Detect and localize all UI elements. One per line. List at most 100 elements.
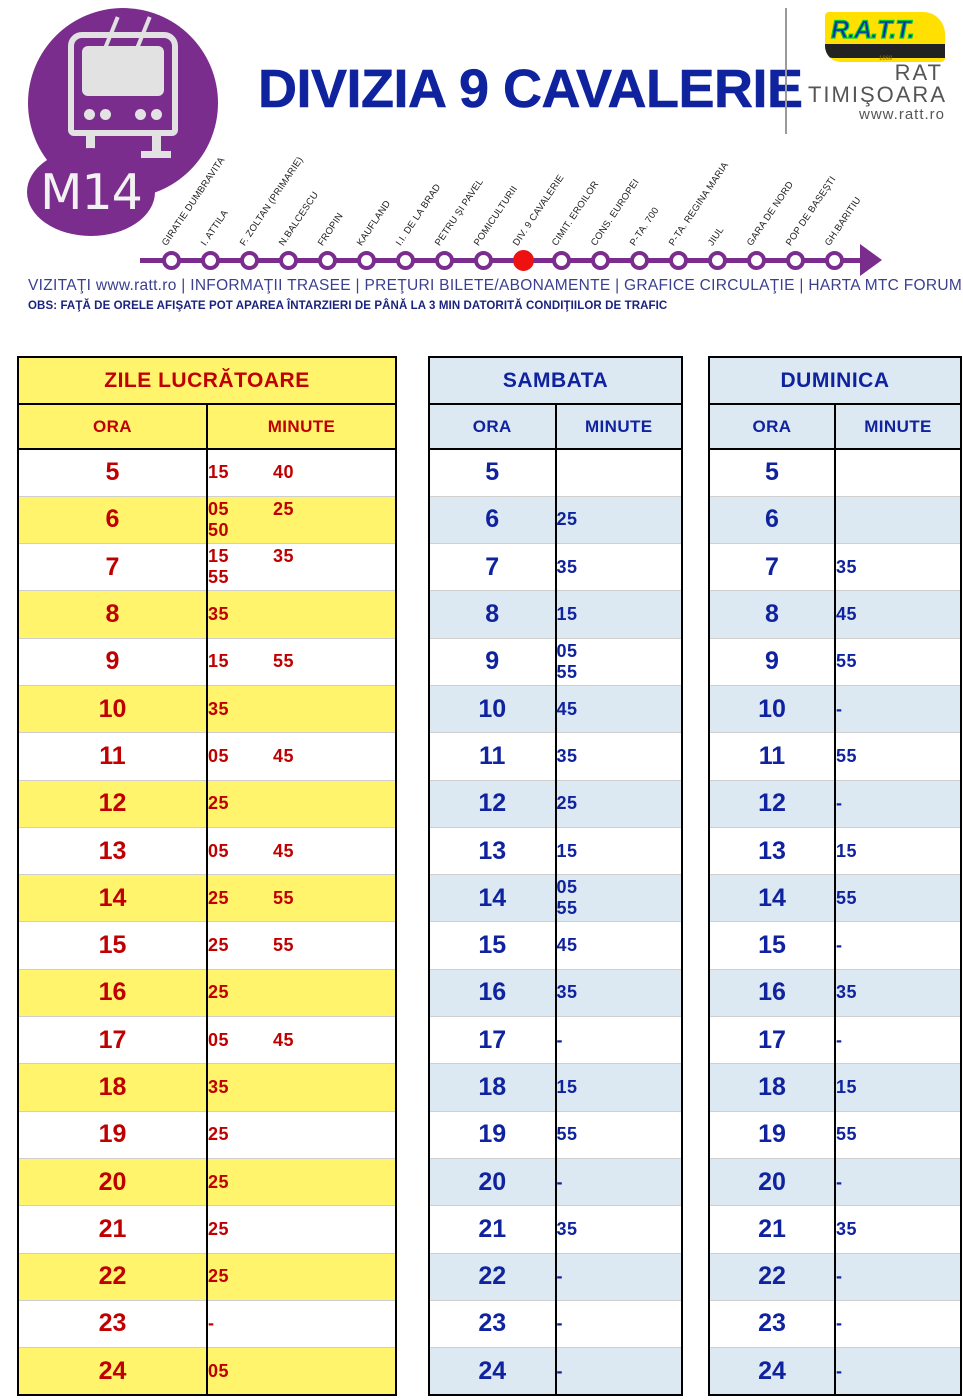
route-stop[interactable] [708, 251, 727, 270]
hour-cell: 18 [708, 1063, 836, 1112]
departure-minute: 35 [273, 546, 295, 567]
hour-cell: 17 [428, 1016, 557, 1065]
route-stop[interactable] [201, 251, 220, 270]
departure-minute: 25 [273, 498, 295, 519]
bus-window-shape [82, 46, 164, 96]
departure-minute: 35 [556, 1218, 578, 1239]
minutes-cell: 25 [555, 779, 683, 828]
route-stop[interactable] [162, 251, 181, 270]
route-stop[interactable] [240, 251, 259, 270]
route-stop[interactable] [747, 251, 766, 270]
departure-minute: 55 [208, 567, 230, 588]
table-title-duminica: DUMINICA [708, 356, 962, 405]
minutes-cell: 25 [206, 1205, 397, 1254]
hour-cell: 8 [708, 590, 836, 639]
departure-minute: 55 [836, 887, 858, 908]
route-stop[interactable] [669, 251, 688, 270]
minutes-cell: 05 45 [206, 1016, 397, 1065]
table-row: 7 15 35 55 [17, 543, 397, 592]
hour-cell: 14 [17, 874, 208, 923]
minutes-cell [555, 448, 683, 497]
hour-cell: 6 [17, 495, 208, 545]
links-bar[interactable]: VIZITAŢI www.ratt.ro | INFORMAŢII TRASEE… [28, 277, 963, 294]
hour-cell: 23 [17, 1299, 208, 1349]
departure-minute: - [836, 1313, 843, 1334]
hour-cell: 6 [708, 495, 836, 545]
hour-cell: 20 [428, 1157, 557, 1207]
departure-minute: 45 [273, 840, 295, 861]
table-row: 15 45 [428, 921, 683, 970]
delay-note: OBS: FAŢĂ DE ORELE AFIŞATE POT APAREA ÎN… [28, 300, 668, 312]
route-stop[interactable] [825, 251, 844, 270]
hour-cell: 10 [17, 684, 208, 734]
minutes-cell: 35 [834, 1205, 962, 1254]
departure-minute: 50 [208, 519, 230, 540]
hour-cell: 23 [428, 1299, 557, 1349]
route-stop[interactable] [552, 251, 571, 270]
minutes-cell: 25 [555, 495, 683, 545]
route-stop[interactable] [474, 251, 493, 270]
table-row: 23- [708, 1299, 962, 1349]
hour-cell: 22 [17, 1252, 208, 1301]
table-row: 5 15 40 [17, 448, 397, 497]
bus-body-shape [68, 32, 178, 136]
departure-minute: 35 [836, 1218, 858, 1239]
route-stop[interactable] [630, 251, 649, 270]
departure-minute: 25 [208, 1266, 230, 1287]
route-stop[interactable] [396, 251, 415, 270]
hour-cell: 10 [708, 684, 836, 734]
route-stop[interactable] [591, 251, 610, 270]
hour-cell: 21 [17, 1205, 208, 1254]
departure-minute: 35 [836, 982, 858, 1003]
departure-minute: 55 [556, 1124, 578, 1145]
route-stop-current[interactable] [513, 250, 534, 271]
minutes-cell: 0555 [555, 874, 683, 923]
table-row: 13 05 45 [17, 826, 397, 876]
timetable-sambata: SAMBATA ORA MINUTE 5 6 25 7 35 8 15 9 0555 10 45 11 35 1… [428, 356, 683, 1396]
minutes-cell: - [834, 1016, 962, 1065]
hour-cell: 13 [17, 826, 208, 876]
operator-logo-block: R.A.T.T. 1869 RAT TIMIŞOARA www.ratt.ro [785, 6, 953, 138]
hour-cell: 7 [17, 543, 208, 592]
timetable-zile-lucratoare: ZILE LUCRĂTOARE ORA MINUTE 5 15 40 6 05 2550 7 15 3… [17, 356, 397, 1396]
hour-cell: 24 [428, 1347, 557, 1396]
route-stop[interactable] [435, 251, 454, 270]
minutes-cell: 15 [834, 1063, 962, 1112]
departure-minute: 55 [556, 661, 578, 682]
route-stop[interactable] [357, 251, 376, 270]
table-row: 11 55 [708, 732, 962, 781]
departure-minute: 35 [556, 556, 578, 577]
minutes-cell: 15 [555, 826, 683, 876]
hour-cell: 14 [428, 874, 557, 923]
table-row: 5 [708, 448, 962, 497]
ratt-logo-year: 1869 [879, 56, 893, 62]
departure-minute: 35 [556, 745, 578, 766]
table-row: 22- [708, 1252, 962, 1301]
minutes-cell: - [834, 1252, 962, 1301]
table-row: 17 05 45 [17, 1016, 397, 1065]
minutes-cell: 35 [834, 543, 962, 592]
departure-minute: 15 [836, 1077, 858, 1097]
ratt-logo-icon: R.A.T.T. 1869 [825, 12, 945, 62]
table-row: 13 15 [428, 826, 683, 876]
table-row: 23- [17, 1299, 397, 1349]
route-stop[interactable] [318, 251, 337, 270]
route-stop[interactable] [786, 251, 805, 270]
minutes-cell [834, 448, 962, 497]
route-stop[interactable] [279, 251, 298, 270]
hour-cell: 9 [428, 637, 557, 686]
table-row: 18 15 [708, 1063, 962, 1112]
departure-minute: 55 [273, 935, 295, 956]
table-row: 15 25 55 [17, 921, 397, 970]
hour-cell: 9 [17, 637, 208, 686]
minutes-cell: 35 [834, 968, 962, 1018]
minutes-cell: 15 40 [206, 448, 397, 497]
minutes-cell: 35 [555, 1205, 683, 1254]
hour-cell: 14 [708, 874, 836, 923]
departure-minute: - [836, 1029, 843, 1050]
hour-cell: 22 [708, 1252, 836, 1301]
table-title-row: ZILE LUCRĂTOARE [17, 356, 397, 405]
hour-cell: 17 [17, 1016, 208, 1065]
column-header-minutes: MINUTE [206, 403, 397, 450]
table-title-row: SAMBATA [428, 356, 683, 405]
